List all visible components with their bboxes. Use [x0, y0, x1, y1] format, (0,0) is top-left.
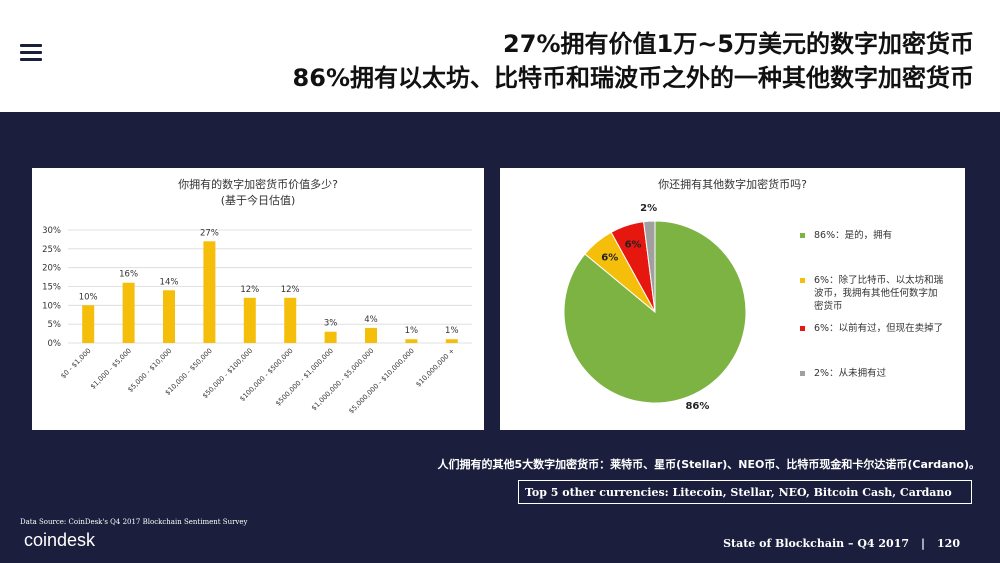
bar-data-label: 10%: [79, 292, 98, 302]
page-title-line2: 86%拥有以太坊、比特币和瑞波币之外的一种其他数字加密货币: [292, 64, 974, 92]
pie-chart: 86% 6% 6% 2%: [563, 203, 747, 412]
legend-swatch-green: [800, 233, 805, 238]
top5-currencies-box: Top 5 other currencies: Litecoin, Stella…: [518, 480, 972, 504]
menu-icon[interactable]: [20, 44, 42, 62]
report-title: State of Blockchain – Q4 2017: [723, 537, 910, 550]
bar-chart-panel: 你拥有的数字加密货币价值多少? (基于今日估值) 0% 5% 10% 15% 20% 25…: [32, 168, 484, 430]
y-tick-label: 0%: [48, 339, 62, 349]
pie-data-label: 86%: [685, 401, 709, 412]
y-tick-label: 15%: [42, 283, 61, 293]
bar-data-label: 1%: [445, 326, 459, 336]
page-number: 120: [937, 537, 960, 550]
legend-label: 2%：从未拥有过: [814, 368, 887, 379]
bar-data-label: 14%: [160, 277, 179, 287]
bar-data-label: 3%: [324, 319, 338, 329]
footer-separator: |: [921, 537, 926, 550]
bar: [445, 339, 458, 343]
bar: [203, 241, 216, 343]
bar: [324, 331, 337, 343]
bar: [163, 290, 175, 343]
bar: [365, 327, 377, 343]
x-tick-label: $1,000 - $5,000: [89, 347, 133, 391]
y-tick-label: 25%: [42, 245, 61, 255]
legend-swatch-gray: [800, 371, 805, 376]
legend-label: 86%：是的，拥有: [814, 230, 893, 241]
bar-chart-subtitle: (基于今日估值): [220, 194, 296, 207]
coindesk-logo: coindesk: [24, 530, 96, 550]
bar-data-label: 12%: [240, 285, 259, 295]
other-currencies-note: 人们拥有的其他5大数字加密货币：莱特币、星币(Stellar)、NEO币、比特币…: [437, 458, 980, 471]
bar: [82, 305, 95, 343]
bar-chart: 0% 5% 10% 15% 20% 25% 30% 10% $0 - $1,000 16% $1,0…: [42, 226, 472, 416]
bar: [405, 339, 418, 343]
footer: State of Blockchain – Q4 2017 | 120: [723, 537, 960, 550]
legend-swatch-yellow: [800, 278, 805, 283]
y-tick-label: 30%: [42, 226, 61, 236]
bar: [122, 282, 135, 343]
y-tick-label: 5%: [48, 320, 62, 330]
bar-data-label: 27%: [200, 228, 219, 238]
bar-data-label: 16%: [119, 270, 138, 280]
legend-label: 6%：以前有过，但现在卖掉了: [814, 323, 944, 334]
y-tick-label: 20%: [42, 264, 61, 274]
bar-chart-title: 你拥有的数字加密货币价值多少?: [178, 178, 338, 191]
header: 27%拥有价值1万~5万美元的数字加密货币 86%拥有以太坊、比特币和瑞波币之外…: [0, 0, 1000, 112]
bar-data-label: 12%: [281, 285, 300, 295]
main-area: 你拥有的数字加密货币价值多少? (基于今日估值) 0% 5% 10% 15% 20% 25…: [0, 112, 1000, 563]
pie-chart-title: 你还拥有其他数字加密货币吗?: [658, 178, 807, 191]
bar: [284, 297, 297, 343]
pie-chart-panel: 你还拥有其他数字加密货币吗? 86% 6% 6% 2% 86%：是的，拥有 6%：除了…: [500, 168, 965, 430]
x-tick-label: $5,000,000 - $10,000,000: [347, 347, 416, 416]
pie-data-label: 2%: [640, 203, 657, 214]
legend-swatch-red: [800, 326, 805, 331]
y-tick-label: 10%: [42, 301, 61, 311]
page-title-line1: 27%拥有价值1万~5万美元的数字加密货币: [503, 30, 974, 58]
bar-data-label: 4%: [364, 315, 378, 325]
x-tick-label: $5,000 - $10,000: [126, 347, 173, 394]
legend-label: 6%：除了比特币、以太坊和瑞波币，我拥有其他任何数字加密货币: [814, 275, 944, 312]
pie-slice: [643, 220, 656, 313]
pie-data-label: 6%: [625, 239, 642, 250]
bar: [243, 297, 256, 343]
data-source: Data Source: CoinDesk's Q4 2017 Blockcha…: [20, 518, 248, 526]
x-tick-label: $0 - $1,000: [59, 347, 92, 380]
x-tick-label: $10,000,000 +: [414, 347, 456, 389]
bar-data-label: 1%: [405, 326, 419, 336]
pie-data-label: 6%: [601, 252, 618, 263]
